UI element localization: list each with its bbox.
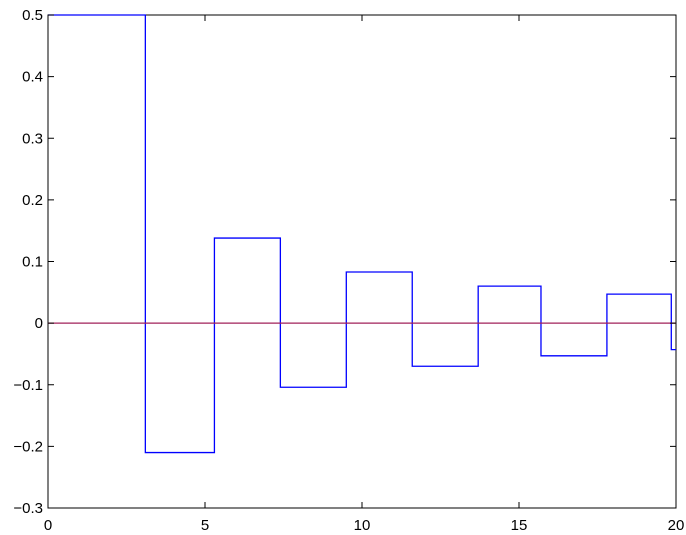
- plot-frame: [47, 14, 677, 509]
- y-tick-label: 0.5: [22, 7, 43, 24]
- y-tick-label: −0.3: [13, 500, 43, 517]
- series-layer: [48, 14, 676, 454]
- axes: [47, 14, 677, 509]
- y-tick-label: −0.2: [13, 438, 43, 455]
- x-tick-label: 5: [201, 517, 209, 534]
- x-tick-label: 10: [354, 517, 371, 534]
- tick-layer: 0 5 10 15 20 −0.3 −0.2 −0.1 0 0.1 0.2 0.3 0.4 0.5: [13, 7, 684, 534]
- y-tick-label: 0: [35, 315, 43, 332]
- y-tick-label: 0.3: [22, 130, 43, 147]
- y-tick-label: −0.1: [13, 377, 43, 394]
- y-tick-label: 0.4: [22, 69, 43, 86]
- y-tick-label: 0.1: [22, 254, 43, 271]
- step-response-series: [48, 14, 676, 454]
- x-tick-label: 20: [668, 517, 685, 534]
- x-tick-label: 15: [511, 517, 528, 534]
- x-tick-label: 0: [44, 517, 52, 534]
- y-tick-label: 0.2: [22, 192, 43, 209]
